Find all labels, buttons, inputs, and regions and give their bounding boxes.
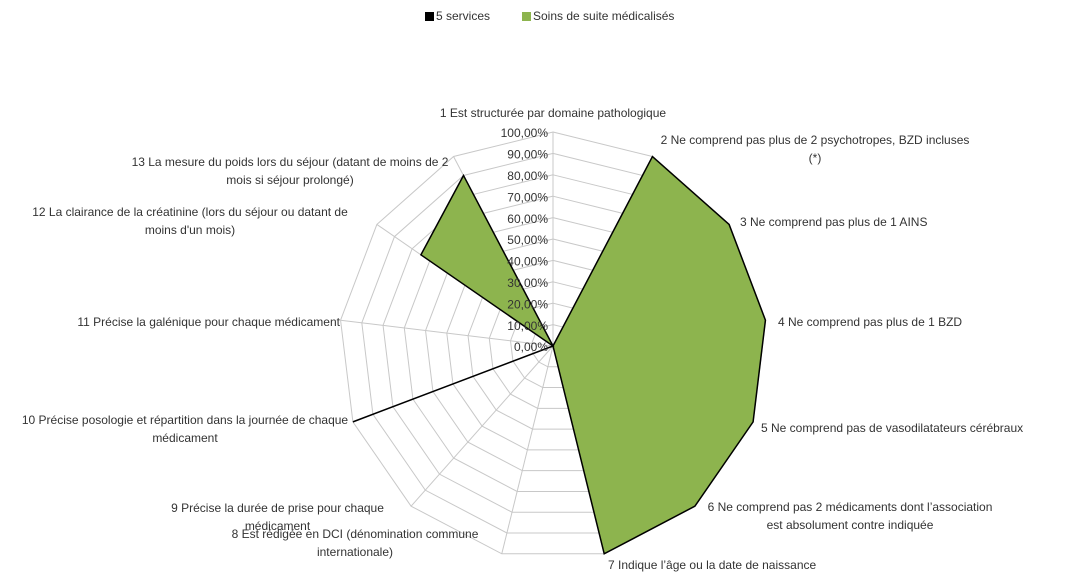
tick-label: 80,00% (507, 169, 548, 183)
tick-label: 0,00% (514, 340, 548, 354)
axis-label: 13 La mesure du poids lors du séjour (da… (131, 155, 449, 187)
axis-label: 12 La clairance de la créatinine (lors d… (32, 205, 348, 237)
spoke (340, 319, 554, 347)
legend-swatch (425, 12, 434, 21)
axis-label: 2 Ne comprend pas plus de 2 psychotropes… (660, 133, 970, 165)
axis-label: 7 Indique l’âge ou la date de naissance (608, 558, 817, 572)
legend-swatch (522, 12, 531, 21)
tick-label: 100,00% (501, 126, 549, 140)
tick-label: 30,00% (507, 276, 548, 290)
axis-label: 1 Est structurée par domaine pathologiqu… (439, 106, 667, 120)
axis-label: 3 Ne comprend pas plus de 1 AINS (740, 215, 928, 229)
tick-label: 70,00% (507, 190, 548, 204)
tick-label: 20,00% (507, 297, 548, 311)
series-shape (352, 155, 767, 555)
tick-label: 10,00% (507, 319, 548, 333)
legend-label: 5 services (436, 9, 490, 23)
tick-label: 50,00% (507, 233, 548, 247)
axis-label: 4 Ne comprend pas plus de 1 BZD (778, 315, 963, 329)
spoke (501, 345, 554, 554)
series-shape (420, 155, 766, 555)
axis-label: 8 Est rédigée en DCI (dénomination commu… (231, 527, 479, 559)
tick-label: 40,00% (507, 255, 548, 269)
axis-label: 5 Ne comprend pas de vasodilatateurs cér… (761, 421, 1024, 435)
axis-label: 6 Ne comprend pas 2 médicaments dont l’a… (707, 500, 993, 532)
axis-label: 9 Précise la durée de prise pour chaque … (171, 501, 384, 533)
axis-label: 10 Précise posologie et répartition dans… (21, 413, 349, 445)
legend-label: Soins de suite médicalisés (533, 9, 674, 23)
tick-label: 90,00% (507, 148, 548, 162)
axis-label: 11 Précise la galénique pour chaque médi… (77, 315, 340, 329)
spoke (410, 345, 554, 507)
tick-label: 60,00% (507, 212, 548, 226)
